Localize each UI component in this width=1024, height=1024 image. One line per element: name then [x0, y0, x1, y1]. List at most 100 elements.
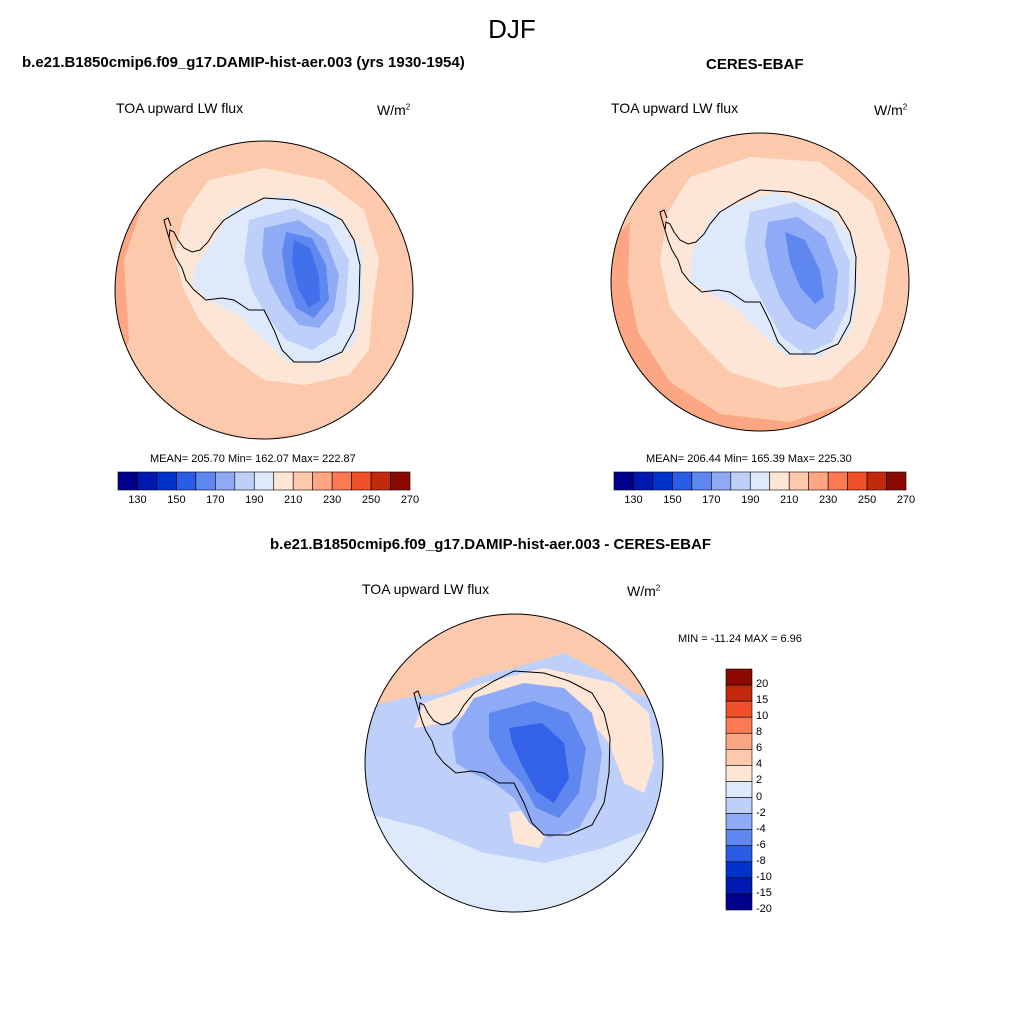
colorbar-swatch [137, 471, 158, 491]
colorbar-swatch [725, 813, 753, 830]
colorbar-swatch [725, 716, 753, 734]
colorbar-tick-label: 20 [756, 678, 769, 691]
colorbar-swatch [273, 471, 294, 491]
colorbar-swatch [788, 471, 809, 491]
colorbar-tick-label: -20 [756, 903, 772, 915]
colorbar-tick-label: 130 [128, 494, 147, 506]
colorbar-swatch [292, 471, 313, 491]
colorbar-swatch [808, 471, 829, 491]
diff-coastline [418, 670, 611, 836]
colorbar-swatch [117, 471, 138, 491]
colorbar-tick-label: 6 [756, 742, 763, 755]
diff-units-label: W/m2 [627, 583, 661, 599]
colorbar-tick-label: -8 [756, 854, 766, 867]
colorbar-swatch [312, 471, 333, 491]
colorbar-tick-label: 150 [663, 494, 682, 506]
colorbar-swatch [725, 861, 753, 879]
colorbar-tick-label: -15 [756, 886, 772, 899]
diff-panel-title: b.e21.B1850cmip6.f09_g17.DAMIP-hist-aer.… [270, 536, 711, 553]
diff-polar-map [364, 613, 664, 913]
colorbar-swatch [633, 471, 654, 491]
colorbar-swatch [725, 797, 753, 814]
colorbar-tick-label: 170 [702, 494, 721, 506]
colorbar-swatch [749, 471, 771, 491]
model-stats: MEAN= 205.70 Min= 162.07 Max= 222.87 [150, 453, 356, 465]
colorbar-swatch [613, 471, 634, 491]
colorbar-tick-label: 10 [756, 710, 769, 723]
model-units-label: W/m2 [377, 102, 411, 118]
colorbar-tick-label: 190 [741, 494, 760, 506]
colorbar-tick-label: 0 [756, 790, 763, 803]
obs-panel-title: CERES-EBAF [706, 56, 804, 73]
colorbar-swatch [725, 893, 753, 911]
colorbar-swatch [725, 684, 753, 702]
colorbar-tick-label: 250 [857, 494, 877, 506]
colorbar-tick-label: -10 [756, 870, 772, 883]
model-interior-4 [292, 240, 320, 308]
colorbar-swatch [331, 471, 352, 491]
obs-polar-map [610, 132, 910, 432]
obs-variable-label: TOA upward LW flux [611, 100, 739, 116]
diff-pale-south [365, 813, 663, 912]
colorbar-tick-label: 4 [756, 758, 763, 771]
colorbar-swatch [725, 829, 753, 847]
colorbar-tick-label: 2 [756, 774, 763, 787]
colorbar-tick-label: -4 [756, 822, 766, 835]
colorbar-swatch [176, 471, 197, 491]
colorbar-swatch [234, 471, 255, 491]
colorbar-tick-label: 270 [400, 494, 420, 506]
colorbar-swatch [691, 471, 712, 491]
colorbar-swatch [725, 700, 753, 718]
colorbar-swatch [730, 471, 751, 491]
colorbar-tick-label: -2 [756, 806, 766, 819]
colorbar-tick-label: 170 [206, 494, 225, 506]
colorbar-swatch [156, 471, 177, 491]
colorbar-tick-label: 210 [780, 494, 799, 506]
diff-variable-label: TOA upward LW flux [362, 581, 490, 597]
colorbar-tick-label: 230 [322, 494, 342, 506]
model-peninsula-coast [163, 217, 172, 239]
obs-interior-3 [785, 232, 824, 304]
colorbar-swatch [725, 765, 753, 782]
diff-warm-north [365, 614, 663, 708]
colorbar-swatch [866, 471, 887, 491]
colorbar-swatch [390, 471, 411, 491]
colorbar-swatch [769, 471, 790, 491]
diff-antarctic-3 [509, 723, 569, 803]
model-polar-map [114, 140, 414, 440]
colorbar-swatch [725, 668, 753, 686]
colorbar-tick-label: -6 [756, 838, 766, 851]
obs-units-label: W/m2 [874, 102, 908, 118]
colorbar-swatch [725, 749, 753, 766]
season-title: DJF [488, 14, 536, 44]
obs-coastline [664, 189, 857, 355]
colorbar-swatch [215, 471, 236, 491]
colorbar-swatch [886, 471, 907, 491]
colorbar-swatch [711, 471, 732, 491]
colorbar-swatch [725, 732, 753, 750]
colorbar-swatch [253, 471, 275, 491]
diff-colorbar [725, 668, 753, 911]
colorbar-tick-label: 130 [624, 494, 643, 506]
colorbar-swatch [725, 781, 753, 798]
colorbar-swatch [351, 471, 372, 491]
obs-peninsula-coast [659, 209, 668, 231]
obs-stats: MEAN= 206.44 Min= 165.39 Max= 225.30 [646, 453, 852, 465]
colorbar-tick-label: 190 [245, 494, 264, 506]
colorbar-swatch [725, 877, 753, 895]
colorbar-swatch [827, 471, 848, 491]
obs-colorbar [613, 471, 907, 491]
colorbar-tick-label: 230 [818, 494, 838, 506]
colorbar-swatch [195, 471, 216, 491]
model-colorbar [117, 471, 411, 491]
colorbar-tick-label: 270 [896, 494, 916, 506]
colorbar-swatch [672, 471, 693, 491]
colorbar-swatch [652, 471, 673, 491]
colorbar-swatch [370, 471, 391, 491]
colorbar-tick-label: 250 [361, 494, 381, 506]
colorbar-swatch [847, 471, 868, 491]
model-panel-title: b.e21.B1850cmip6.f09_g17.DAMIP-hist-aer.… [22, 54, 465, 71]
diff-stats: MIN = -11.24 MAX = 6.96 [678, 633, 802, 645]
colorbar-tick-label: 150 [167, 494, 186, 506]
colorbar-tick-label: 15 [756, 694, 769, 707]
